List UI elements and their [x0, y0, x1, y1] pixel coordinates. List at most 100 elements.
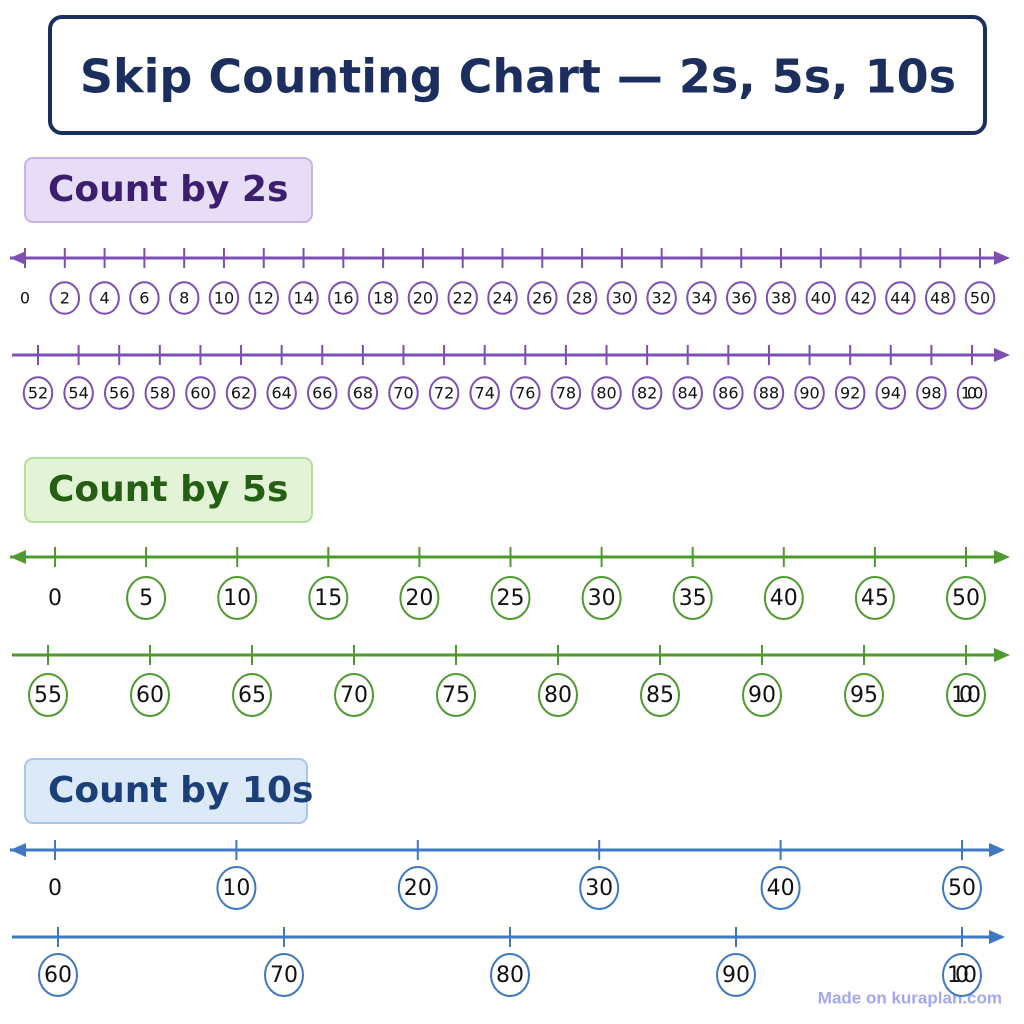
- number-label: 60: [136, 683, 164, 708]
- number-circle: [579, 866, 620, 910]
- number-label: 10: [214, 289, 234, 308]
- number-label: 45: [861, 586, 889, 611]
- number-circle: [89, 281, 120, 315]
- number-circle: [103, 376, 135, 410]
- number-circle: [22, 376, 54, 410]
- number-label: 26: [532, 289, 552, 308]
- number-circle: [916, 376, 947, 410]
- number-circle: [436, 673, 476, 717]
- number-label: 90: [748, 683, 776, 708]
- number-label: 60: [44, 963, 72, 988]
- number-label: 35: [679, 586, 707, 611]
- section-heading-box: [24, 758, 308, 824]
- number-label: 30: [588, 586, 616, 611]
- number-circle: [834, 376, 866, 410]
- number-circle: [805, 281, 837, 315]
- number-circle: [672, 376, 703, 410]
- number-label: 90: [799, 384, 819, 403]
- number-circle: [606, 281, 638, 315]
- arrow-head: [994, 550, 1010, 564]
- number-label: 88: [759, 384, 779, 403]
- number-label: 98: [921, 384, 941, 403]
- number-label: 92: [840, 384, 860, 403]
- arrow-head: [10, 251, 26, 265]
- number-label: 65: [238, 683, 266, 708]
- number-label: 52: [28, 384, 48, 403]
- number-label: 10: [222, 876, 250, 901]
- number-label: 22: [453, 289, 473, 308]
- number-label: 4: [99, 289, 109, 308]
- number-label: 95: [850, 683, 878, 708]
- number-label: 2: [60, 289, 70, 308]
- number-circle: [538, 673, 578, 717]
- number-label: 72: [434, 384, 454, 403]
- number-label: 15: [314, 586, 342, 611]
- number-circle: [581, 576, 622, 620]
- number-label: 40: [767, 876, 795, 901]
- arrow-head: [10, 843, 26, 857]
- number-label: 66: [312, 384, 332, 403]
- number-circle: [760, 866, 801, 910]
- number-circle: [225, 376, 257, 410]
- number-circle: [264, 953, 304, 997]
- number-circle: [550, 376, 582, 410]
- arrow-head: [994, 251, 1010, 265]
- number-label: 8: [179, 289, 189, 308]
- number-label: 12: [254, 289, 274, 308]
- number-label: 14: [293, 289, 313, 308]
- number-circle: [942, 866, 982, 910]
- number-circle: [28, 673, 68, 717]
- number-label: 70: [340, 683, 368, 708]
- number-label: 20: [404, 876, 432, 901]
- number-circle: [794, 376, 825, 410]
- arrow-head: [989, 843, 1005, 857]
- number-circle: [844, 673, 884, 717]
- number-circle: [407, 281, 439, 315]
- section-heading: Count by 10s: [48, 770, 313, 811]
- number-circle: [144, 376, 176, 410]
- number-circle: [686, 281, 717, 315]
- number-circle: [232, 673, 272, 717]
- number-circle: [716, 953, 756, 997]
- number-circle: [713, 376, 744, 410]
- number-circle: [964, 281, 996, 315]
- number-circle: [956, 376, 988, 410]
- number-label: 48: [930, 289, 950, 308]
- number-circle: [129, 281, 160, 315]
- number-circle: [308, 576, 349, 620]
- number-circle: [646, 281, 677, 315]
- number-circle: [367, 281, 399, 315]
- number-label: 32: [651, 289, 671, 308]
- number-label: 16: [333, 289, 353, 308]
- number-label: 80: [596, 384, 616, 403]
- number-label: 0: [48, 586, 62, 611]
- number-circle: [490, 953, 530, 997]
- number-circle: [942, 953, 982, 997]
- number-label: 80: [496, 963, 524, 988]
- number-label: 85: [646, 683, 674, 708]
- number-circle: [885, 281, 916, 315]
- number-circle: [307, 376, 338, 410]
- number-circle: [510, 376, 541, 410]
- number-circle: [288, 281, 319, 315]
- number-label: 64: [271, 384, 291, 403]
- number-circle: [49, 281, 81, 315]
- section-heading: Count by 2s: [48, 169, 288, 210]
- section-heading-box: [24, 157, 313, 223]
- number-label: 70: [393, 384, 413, 403]
- number-label: 68: [353, 384, 373, 403]
- number-label: 74: [475, 384, 495, 403]
- number-circle: [428, 376, 460, 410]
- number-circle: [487, 281, 518, 315]
- number-label: 30: [612, 289, 632, 308]
- number-label: 55: [34, 683, 62, 708]
- number-circle: [527, 281, 558, 315]
- number-circle: [566, 281, 598, 315]
- number-circle: [388, 376, 419, 410]
- number-circle: [672, 576, 713, 620]
- number-circle: [328, 281, 359, 315]
- number-label: 20: [405, 586, 433, 611]
- number-label: 58: [150, 384, 170, 403]
- number-label: 78: [556, 384, 576, 403]
